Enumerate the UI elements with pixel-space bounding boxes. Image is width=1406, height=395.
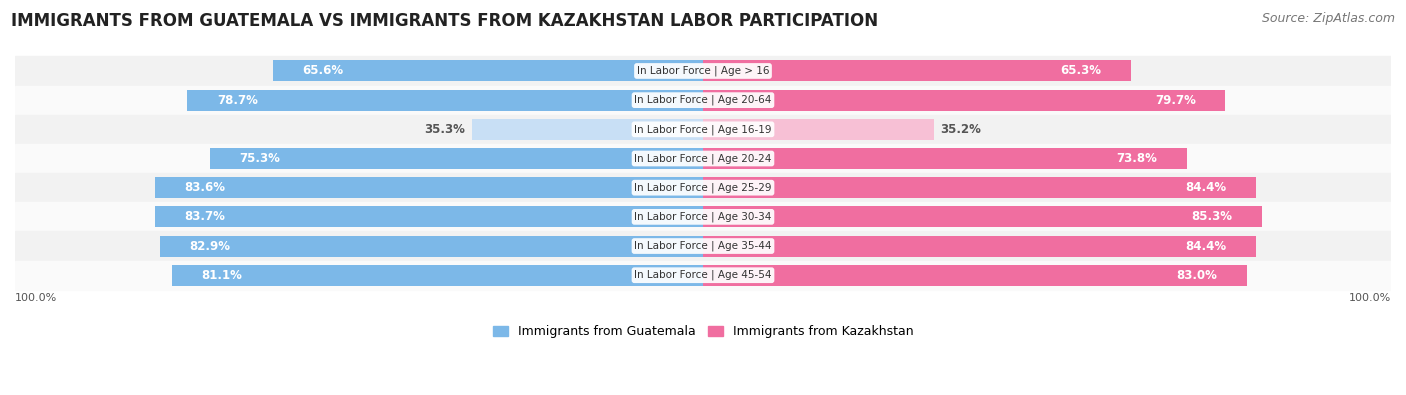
Bar (160, 235, 703, 256)
Text: 83.0%: 83.0% (1177, 269, 1218, 282)
Bar (703, 177, 1256, 198)
Bar (703, 90, 1225, 111)
Text: 35.2%: 35.2% (941, 123, 981, 136)
Text: 84.4%: 84.4% (1185, 181, 1226, 194)
Bar (471, 119, 703, 140)
Bar (273, 60, 703, 81)
Bar (15, 86, 1391, 115)
Bar (703, 235, 1256, 256)
Text: 73.8%: 73.8% (1116, 152, 1157, 165)
Bar (15, 173, 1391, 202)
Bar (703, 119, 934, 140)
Text: In Labor Force | Age 35-44: In Labor Force | Age 35-44 (634, 241, 772, 251)
Text: 81.1%: 81.1% (201, 269, 242, 282)
Text: 65.3%: 65.3% (1060, 64, 1101, 77)
Bar (209, 148, 703, 169)
Text: IMMIGRANTS FROM GUATEMALA VS IMMIGRANTS FROM KAZAKHSTAN LABOR PARTICIPATION: IMMIGRANTS FROM GUATEMALA VS IMMIGRANTS … (11, 12, 879, 30)
Bar (703, 206, 1263, 228)
Bar (155, 177, 703, 198)
Bar (15, 202, 1391, 231)
Bar (15, 261, 1391, 290)
Text: 100.0%: 100.0% (1348, 293, 1391, 303)
Text: 85.3%: 85.3% (1191, 211, 1233, 223)
Text: 83.6%: 83.6% (184, 181, 226, 194)
Text: 84.4%: 84.4% (1185, 239, 1226, 252)
Legend: Immigrants from Guatemala, Immigrants from Kazakhstan: Immigrants from Guatemala, Immigrants fr… (488, 320, 918, 343)
Text: 75.3%: 75.3% (239, 152, 280, 165)
Bar (15, 231, 1391, 261)
Bar (155, 206, 703, 228)
Text: 79.7%: 79.7% (1154, 94, 1195, 107)
Text: In Labor Force | Age 30-34: In Labor Force | Age 30-34 (634, 212, 772, 222)
Text: In Labor Force | Age 20-24: In Labor Force | Age 20-24 (634, 153, 772, 164)
Text: 78.7%: 78.7% (217, 94, 257, 107)
Text: Source: ZipAtlas.com: Source: ZipAtlas.com (1261, 12, 1395, 25)
Text: 83.7%: 83.7% (184, 211, 225, 223)
Text: In Labor Force | Age 45-54: In Labor Force | Age 45-54 (634, 270, 772, 280)
Text: In Labor Force | Age 20-64: In Labor Force | Age 20-64 (634, 95, 772, 105)
Text: 65.6%: 65.6% (302, 64, 344, 77)
Bar (15, 144, 1391, 173)
Bar (703, 265, 1247, 286)
Text: 35.3%: 35.3% (425, 123, 465, 136)
Text: 100.0%: 100.0% (15, 293, 58, 303)
Text: In Labor Force | Age 25-29: In Labor Force | Age 25-29 (634, 182, 772, 193)
Bar (15, 56, 1391, 86)
Text: In Labor Force | Age > 16: In Labor Force | Age > 16 (637, 66, 769, 76)
Bar (15, 115, 1391, 144)
Bar (187, 90, 703, 111)
Bar (172, 265, 703, 286)
Bar (703, 60, 1130, 81)
Text: 82.9%: 82.9% (190, 239, 231, 252)
Bar (703, 148, 1187, 169)
Text: In Labor Force | Age 16-19: In Labor Force | Age 16-19 (634, 124, 772, 135)
